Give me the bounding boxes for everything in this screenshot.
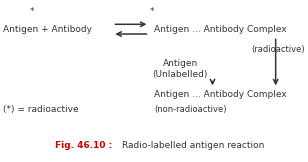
Text: (non-radioactive): (non-radioactive) [154,105,226,114]
Text: Antigen
(Unlabelled): Antigen (Unlabelled) [152,59,208,79]
Text: Antigen ... Antibody Complex: Antigen ... Antibody Complex [154,90,287,99]
Text: Radio-labelled antigen reaction: Radio-labelled antigen reaction [122,141,264,150]
Text: *: * [30,7,34,16]
Text: *: * [150,7,155,16]
Text: Fig. 46.10 :: Fig. 46.10 : [55,141,113,150]
Text: (radioactive): (radioactive) [251,45,305,54]
Text: Antigen + Antibody: Antigen + Antibody [3,25,92,34]
Text: Antigen ... Antibody Complex: Antigen ... Antibody Complex [154,25,287,34]
Text: (*) = radioactive: (*) = radioactive [3,105,79,114]
